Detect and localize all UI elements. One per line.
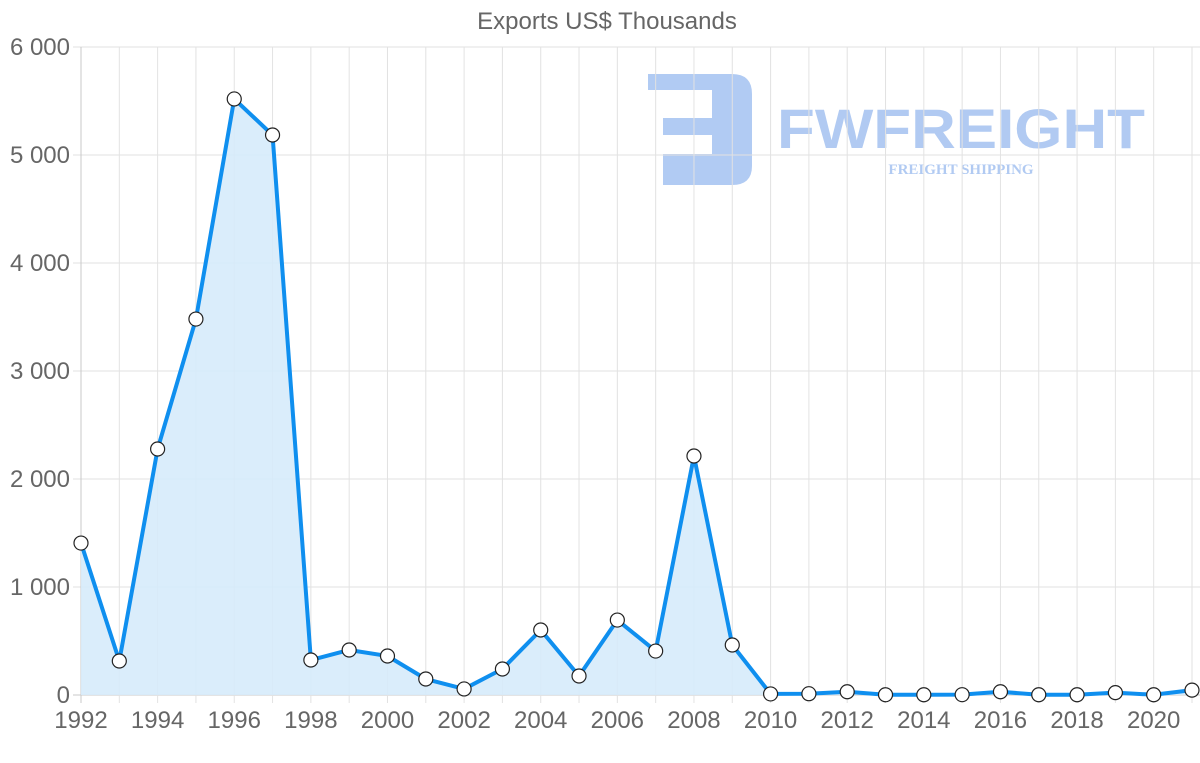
x-tick-label: 2000 [361,707,414,734]
data-point-marker[interactable] [648,643,664,659]
data-point-marker[interactable] [341,642,357,658]
x-tick-label: 2002 [437,707,490,734]
data-point-marker[interactable] [762,686,779,702]
data-point-marker[interactable] [801,686,817,702]
y-tick-label: 0 [57,682,70,709]
y-tick-label: 5 000 [10,142,70,169]
y-tick-label: 1 000 [10,574,70,601]
data-point-marker[interactable] [1031,687,1047,703]
data-point-marker[interactable] [571,668,587,684]
data-point-marker[interactable] [73,535,89,551]
data-point-marker[interactable] [1184,682,1200,698]
data-point-marker[interactable] [916,687,932,703]
data-point-marker[interactable] [379,648,396,664]
data-point-marker[interactable] [303,652,319,668]
data-point-marker[interactable] [150,441,166,457]
y-tick-label: 2 000 [10,466,70,493]
chart-title: Exports US$ Thousands [477,8,737,35]
y-axis-ticks: 0 1 000 2 000 3 000 4 000 5 000 6 000 [10,34,70,709]
y-tick-label: 4 000 [10,250,70,277]
data-point-marker[interactable] [609,612,625,628]
x-tick-label: 1998 [284,707,337,734]
data-point-marker[interactable] [188,311,204,327]
x-tick-label: 2018 [1050,707,1103,734]
fwfreight-watermark-logo: FWFREIGHT FREIGHT SHIPPING [648,74,1145,185]
data-point-marker[interactable] [264,127,281,143]
data-point-marker[interactable] [111,653,127,669]
data-point-marker[interactable] [724,637,740,653]
series-area-fill [81,98,1192,695]
x-tick-label: 2014 [897,707,950,734]
data-point-marker[interactable] [992,684,1009,700]
x-tick-label: 2004 [514,707,567,734]
data-point-marker[interactable] [1069,687,1085,703]
x-tick-label: 2008 [667,707,720,734]
data-points [73,91,1200,703]
data-point-marker[interactable] [533,622,549,638]
y-tick-label: 6 000 [10,34,70,61]
x-tick-label: 2006 [591,707,644,734]
data-point-marker[interactable] [1146,687,1162,703]
y-tick-label: 3 000 [10,358,70,385]
data-point-marker[interactable] [877,687,894,703]
x-tick-label: 2010 [744,707,797,734]
x-tick-label: 2020 [1127,707,1180,734]
x-tick-label: 1994 [131,707,184,734]
data-point-marker[interactable] [686,448,702,464]
fwfreight-logo-icon [648,74,752,185]
watermark-brand-text: FWFREIGHT [777,97,1145,160]
data-point-marker[interactable] [226,91,242,107]
x-tick-label: 1992 [54,707,107,734]
x-tick-label: 2012 [821,707,874,734]
data-point-marker[interactable] [954,687,970,703]
data-point-marker[interactable] [1107,685,1123,701]
watermark-tagline-text: FREIGHT SHIPPING [888,162,1033,178]
data-point-marker[interactable] [418,671,434,687]
x-tick-label: 2016 [974,707,1027,734]
data-point-marker[interactable] [494,661,511,677]
x-tick-label: 1996 [208,707,261,734]
data-point-marker[interactable] [456,681,472,697]
x-axis-ticks: 1992 1994 1996 1998 2000 2002 2004 2006 2008 2010… [54,707,1180,734]
data-point-marker[interactable] [839,684,855,700]
